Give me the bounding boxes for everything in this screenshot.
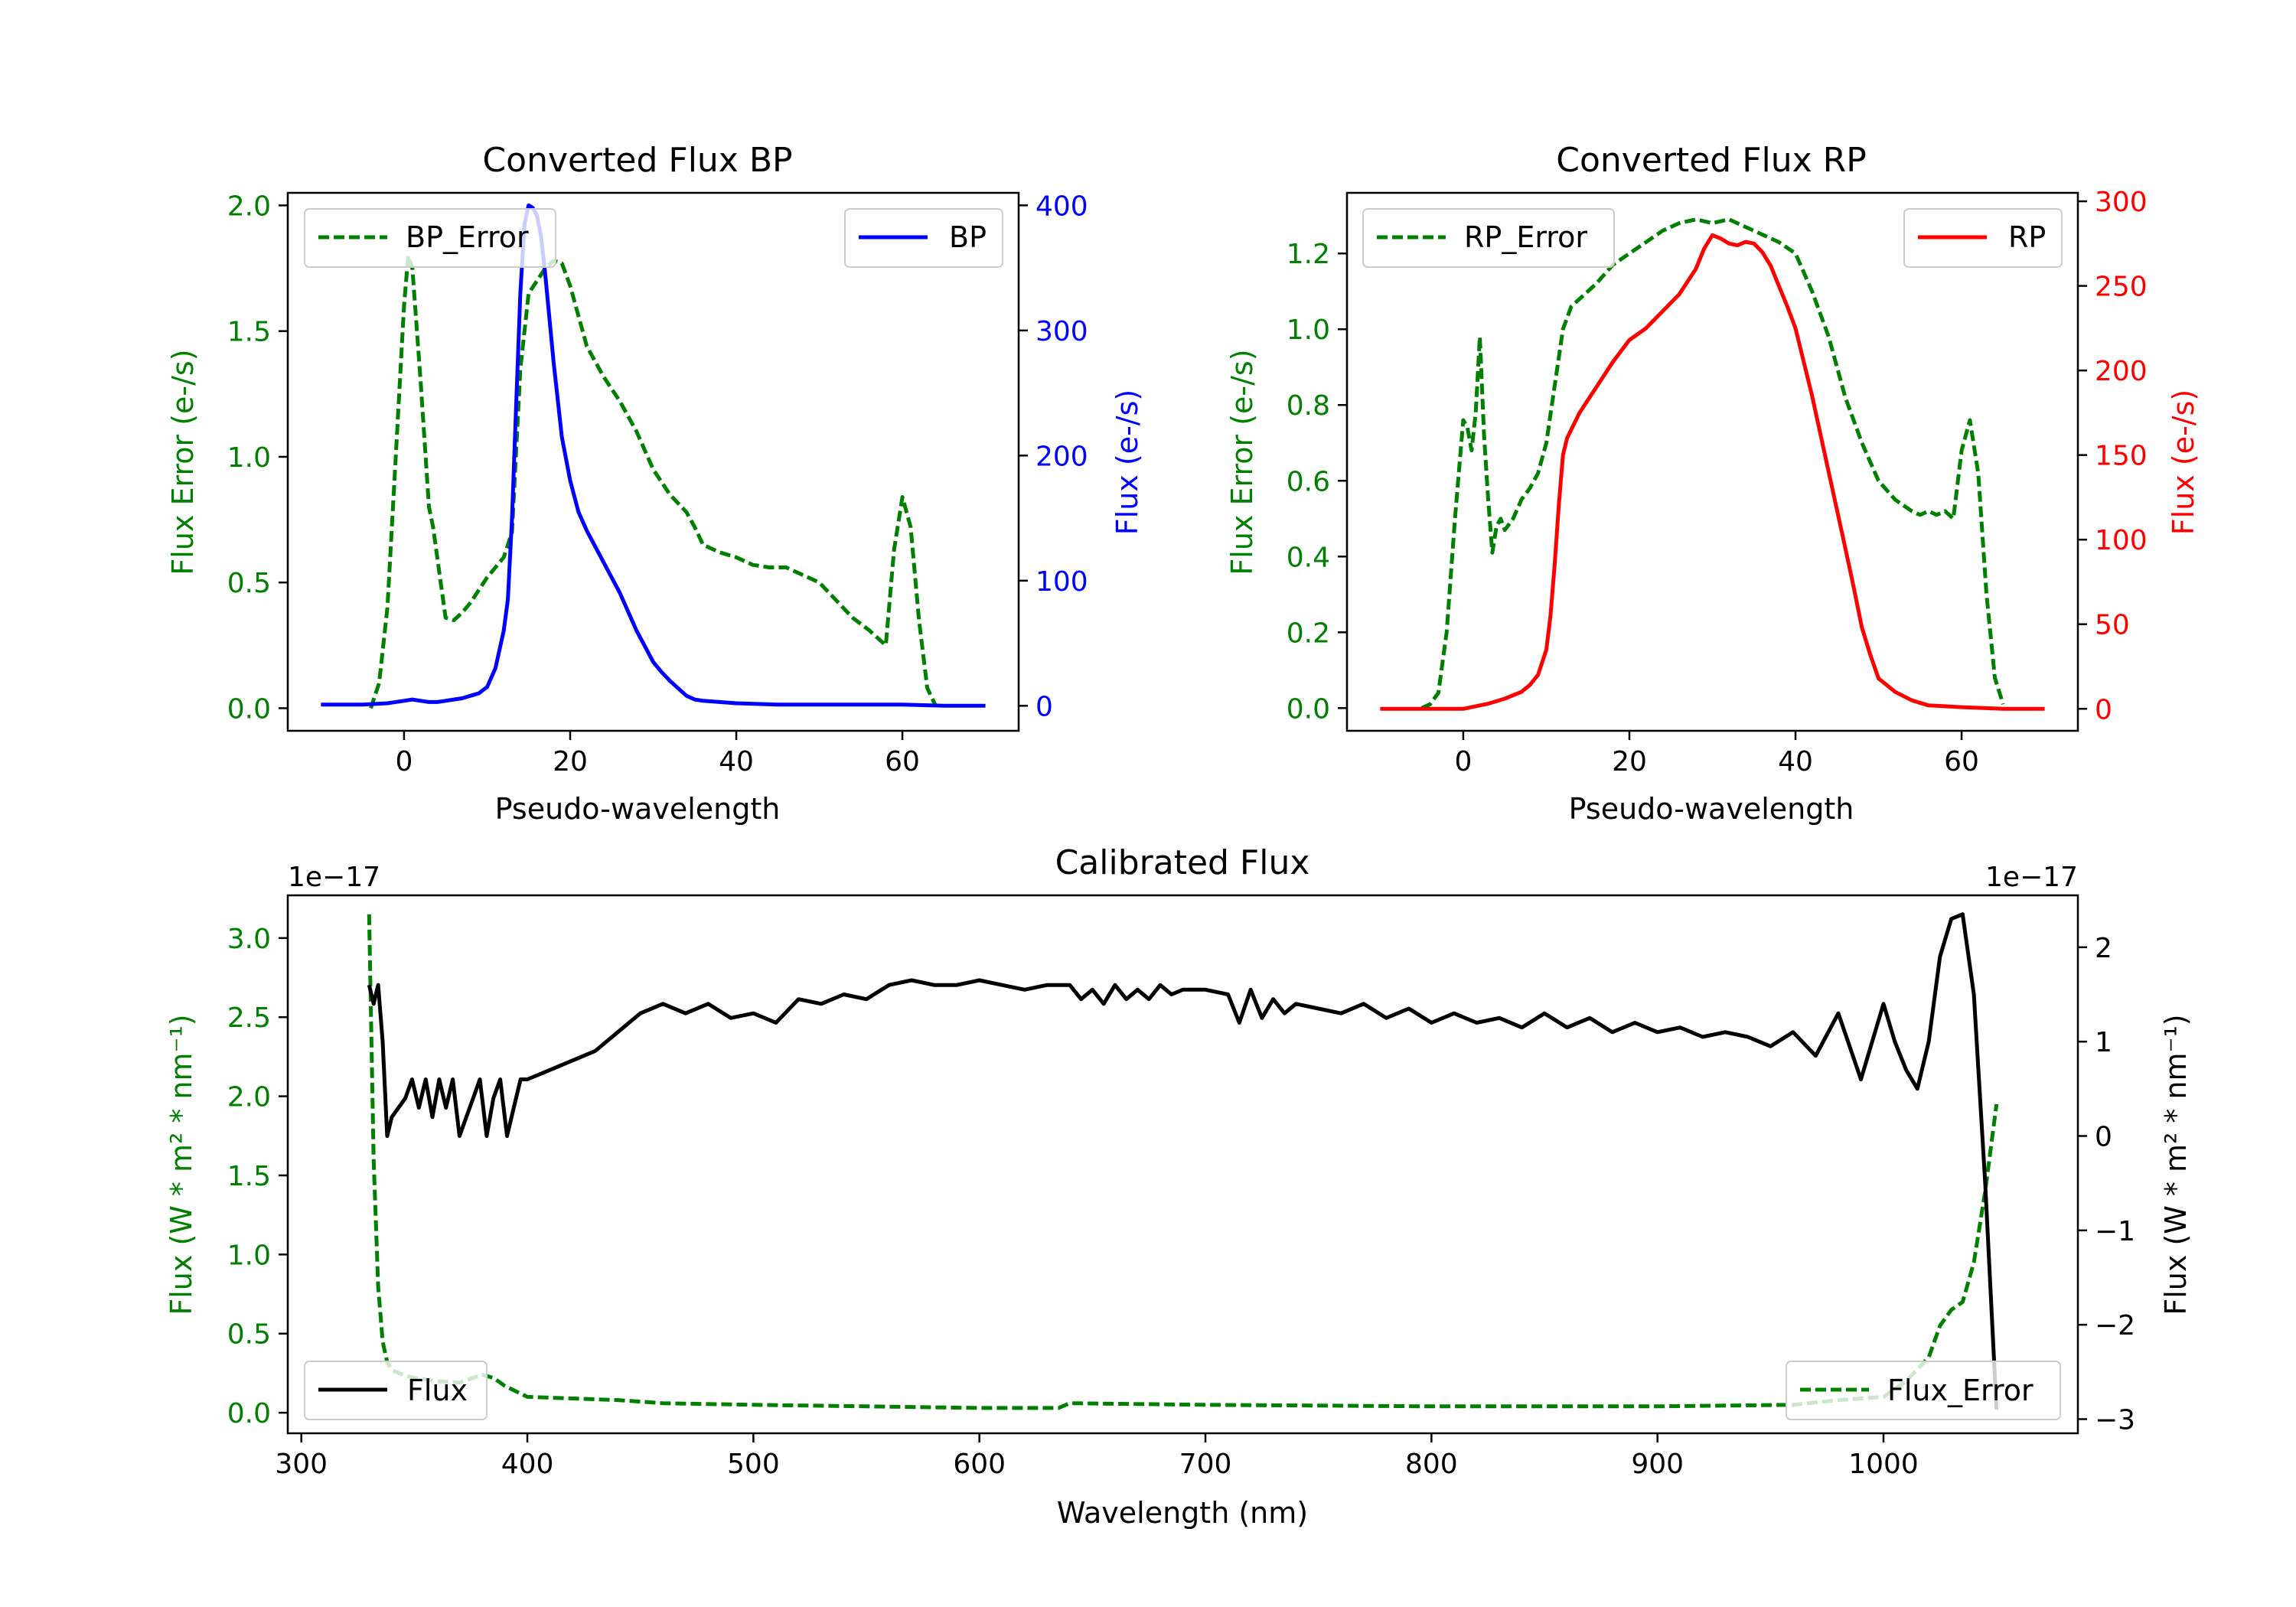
rp-series-rp-error [1420,217,2005,710]
bp-legend-error: BP_Error [304,208,556,268]
cal-offset-right: 1e−17 [1985,862,2078,893]
cal-xlabel: Wavelength (nm) [1057,1496,1308,1530]
panel-calibrated: Calibrated Flux Wavelength (nm) Flux (W … [165,843,2193,1530]
bp-axes-frame [286,191,1020,732]
bp-ylabel-right: Flux (e-/s) [1110,390,1144,535]
cal-legend-flux-label: Flux [407,1374,468,1407]
bp-xlabel: Pseudo-wavelength [495,792,781,826]
cal-xtick-label: 400 [501,1449,554,1480]
cal-ytick-right-label: 1 [2095,1027,2112,1058]
cal-ylabel-left: Flux (W * m² * nm⁻¹) [165,1014,198,1315]
rp-ylabel-left: Flux Error (e-/s) [1225,349,1259,575]
rp-ytick-left-label: 0.2 [1287,618,1330,649]
rp-ytick-right-label: 250 [2095,272,2148,303]
bp-plot-area [321,203,986,709]
rp-ytick-left-label: 1.0 [1287,315,1330,346]
cal-ytick-right-label: −2 [2095,1310,2135,1341]
panel-bp: Converted Flux BP Pseudo-wavelength Flux… [166,141,1144,826]
cal-ytick-right-label: 0 [2095,1122,2112,1153]
bp-ytick-right-label: 0 [1035,691,1053,722]
rp-legend-flux: RP [1903,208,2063,268]
bp-ytick-left-label: 1.0 [227,442,271,474]
cal-series-flux [367,912,1999,1410]
rp-ytick-left-label: 0.8 [1287,390,1330,422]
cal-xtick-label: 700 [1179,1449,1232,1480]
bp-ylabel-left: Flux Error (e-/s) [166,349,200,575]
rp-ytick-right-label: 150 [2095,441,2148,472]
cal-xtick-label: 300 [275,1449,328,1480]
cal-xtick-label: 800 [1405,1449,1458,1480]
rp-xlabel: Pseudo-wavelength [1569,792,1854,826]
rp-ylabel-right: Flux (e-/s) [2167,390,2200,535]
rp-legend-flux-label: RP [2008,220,2046,254]
cal-ytick-right-label: −3 [2095,1405,2135,1436]
bp-xtick-label: 0 [395,746,413,777]
cal-ytick-right-label: 2 [2095,933,2112,964]
bp-ytick-right-label: 100 [1035,566,1088,598]
cal-ytick-left-label: 1.0 [227,1240,271,1271]
cal-ytick-left-label: 1.5 [227,1161,271,1192]
bp-ytick-right-label: 300 [1035,316,1088,347]
rp-ytick-left-label: 0.6 [1287,466,1330,497]
rp-ytick-right-label: 0 [2095,694,2112,725]
bp-ytick-left-label: 0.0 [227,693,271,725]
cal-ylabel-right: Flux (W * m² * nm⁻¹) [2159,1014,2193,1315]
bp-legend-flux: BP [844,208,1003,268]
bp-legend-flux-label: BP [949,220,987,254]
cal-title: Calibrated Flux [1055,843,1310,882]
cal-xtick-label: 1000 [1848,1449,1919,1480]
cal-ytick-left-label: 3.0 [227,924,271,955]
rp-plot-area [1380,217,2045,711]
rp-ytick-left-label: 1.2 [1287,239,1330,270]
cal-legend-flux: Flux [304,1361,488,1420]
bp-xtick-label: 40 [719,746,754,777]
bp-ytick-right-label: 400 [1035,191,1088,222]
bp-title: Converted Flux BP [482,141,792,180]
cal-ytick-right-label: −1 [2095,1216,2135,1247]
cal-ytick-left-label: 2.0 [227,1082,271,1113]
rp-ytick-right-label: 300 [2095,187,2148,218]
cal-xtick-label: 900 [1631,1449,1684,1480]
rp-legend-error: RP_Error [1362,208,1615,268]
bp-ytick-left-label: 0.5 [227,568,271,599]
bp-xtick-label: 20 [553,746,588,777]
bp-series-bp [321,203,986,708]
cal-legend-error-label: Flux_Error [1887,1374,2033,1407]
rp-ytick-right-label: 50 [2095,610,2130,641]
rp-xtick-label: 20 [1612,746,1647,777]
bp-ytick-left-label: 1.5 [227,317,271,348]
cal-axes-frame [286,894,2079,1435]
rp-series-rp [1380,233,2045,711]
rp-ytick-right-label: 100 [2095,525,2148,556]
bp-ytick-right-label: 200 [1035,441,1088,472]
rp-title: Converted Flux RP [1556,141,1867,180]
cal-xtick-label: 600 [953,1449,1006,1480]
cal-xtick-label: 500 [727,1449,780,1480]
rp-ytick-left-label: 0.4 [1287,542,1330,573]
rp-xtick-label: 40 [1778,746,1813,777]
cal-ytick-left-label: 0.0 [227,1398,271,1429]
cal-legend-error: Flux_Error [1786,1361,2061,1420]
rp-legend-error-label: RP_Error [1464,220,1587,254]
bp-series-bp-error [369,253,938,709]
rp-ytick-right-label: 200 [2095,356,2148,387]
rp-xtick-label: 0 [1454,746,1472,777]
cal-ytick-left-label: 2.5 [227,1002,271,1034]
cal-offset-left: 1e−17 [288,862,380,893]
cal-plot-area [367,912,1999,1410]
bp-xtick-label: 60 [885,746,920,777]
panel-rp: Converted Flux RP Pseudo-wavelength Flux… [1225,141,2200,826]
rp-ytick-left-label: 0.0 [1287,693,1330,725]
rp-xtick-label: 60 [1944,746,1979,777]
cal-ytick-left-label: 0.5 [227,1319,271,1351]
bp-legend-error-label: BP_Error [406,220,529,254]
bp-ytick-left-label: 2.0 [227,191,271,222]
rp-axes-frame [1345,191,2079,732]
